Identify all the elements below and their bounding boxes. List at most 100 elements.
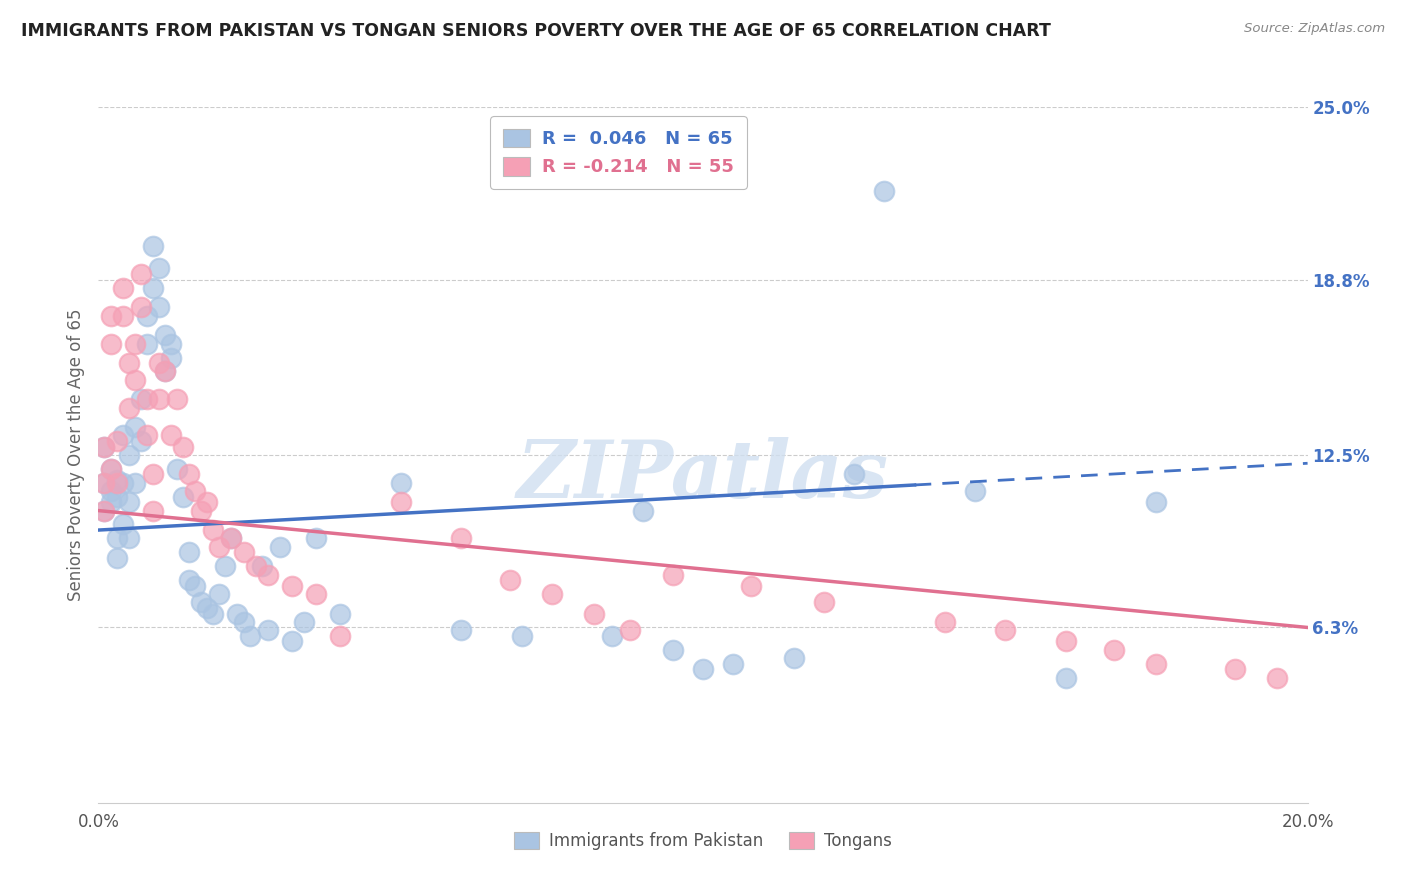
Point [723, 657, 745, 671]
Point [100, 462, 122, 476]
Point [100, 484, 122, 499]
Point [740, 579, 762, 593]
Text: Source: ZipAtlas.com: Source: ZipAtlas.com [1244, 22, 1385, 36]
Point [1054, 634, 1077, 648]
Point [111, 517, 134, 532]
Point [256, 624, 278, 638]
Point [661, 567, 683, 582]
Point [661, 642, 683, 657]
Point [135, 428, 157, 442]
Text: ZIPatlas: ZIPatlas [517, 437, 889, 515]
Point [111, 309, 134, 323]
Point [208, 540, 231, 554]
Point [124, 475, 146, 490]
Point [118, 356, 141, 370]
Point [184, 484, 207, 499]
Point [166, 392, 188, 407]
Point [292, 615, 315, 629]
Point [148, 301, 170, 315]
Point [783, 651, 806, 665]
Point [105, 473, 128, 487]
Point [281, 579, 304, 593]
Point [172, 490, 194, 504]
Point [226, 607, 249, 621]
Point [142, 281, 165, 295]
Point [135, 392, 157, 407]
Point [179, 545, 201, 559]
Point [583, 607, 606, 621]
Point [631, 503, 654, 517]
Point [93, 475, 115, 490]
Point [111, 475, 134, 490]
Point [105, 490, 128, 504]
Point [1144, 495, 1167, 509]
Point [329, 607, 352, 621]
Point [118, 495, 141, 509]
Point [256, 567, 278, 582]
Point [93, 440, 115, 454]
Point [540, 587, 562, 601]
Point [202, 607, 225, 621]
Point [329, 629, 352, 643]
Point [153, 328, 176, 343]
Point [269, 540, 291, 554]
Point [124, 373, 146, 387]
Point [965, 484, 987, 499]
Point [1223, 662, 1246, 676]
Point [305, 587, 328, 601]
Point [142, 467, 165, 482]
Point [129, 301, 152, 315]
Point [195, 495, 218, 509]
Point [239, 629, 262, 643]
Point [105, 475, 128, 490]
Point [208, 587, 231, 601]
Point [100, 336, 122, 351]
Point [498, 573, 520, 587]
Point [450, 624, 472, 638]
Y-axis label: Seniors Poverty Over the Age of 65: Seniors Poverty Over the Age of 65 [66, 309, 84, 601]
Point [873, 184, 896, 198]
Point [184, 579, 207, 593]
Point [221, 532, 243, 546]
Legend: Immigrants from Pakistan, Tongans: Immigrants from Pakistan, Tongans [508, 826, 898, 857]
Point [105, 434, 128, 448]
Point [190, 503, 212, 517]
Point [232, 545, 254, 559]
Point [129, 434, 152, 448]
Point [202, 523, 225, 537]
Point [934, 615, 956, 629]
Point [118, 532, 141, 546]
Point [245, 559, 267, 574]
Text: IMMIGRANTS FROM PAKISTAN VS TONGAN SENIORS POVERTY OVER THE AGE OF 65 CORRELATIO: IMMIGRANTS FROM PAKISTAN VS TONGAN SENIO… [21, 22, 1050, 40]
Point [148, 261, 170, 276]
Point [389, 495, 412, 509]
Point [100, 309, 122, 323]
Point [105, 550, 128, 565]
Point [124, 336, 146, 351]
Point [124, 420, 146, 434]
Point [602, 629, 624, 643]
Point [93, 503, 115, 517]
Point [813, 595, 835, 609]
Point [1054, 671, 1077, 685]
Point [111, 428, 134, 442]
Point [153, 364, 176, 378]
Point [166, 462, 188, 476]
Point [1102, 642, 1125, 657]
Point [232, 615, 254, 629]
Point [153, 364, 176, 378]
Point [135, 309, 157, 323]
Point [195, 601, 218, 615]
Point [994, 624, 1017, 638]
Point [135, 336, 157, 351]
Point [118, 448, 141, 462]
Point [93, 475, 115, 490]
Point [93, 503, 115, 517]
Point [214, 559, 236, 574]
Point [281, 634, 304, 648]
Point [389, 475, 412, 490]
Point [148, 392, 170, 407]
Point [179, 573, 201, 587]
Point [172, 440, 194, 454]
Point [160, 428, 183, 442]
